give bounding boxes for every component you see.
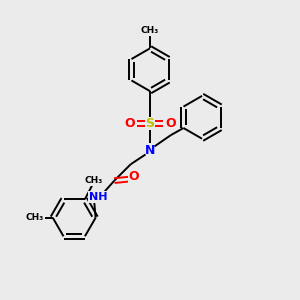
Text: NH: NH [89,192,107,202]
Text: CH₃: CH₃ [84,176,102,185]
Text: O: O [124,117,134,130]
Text: N: N [145,143,155,157]
Text: CH₃: CH₃ [141,26,159,35]
Text: S: S [146,117,154,130]
Text: O: O [166,117,176,130]
Text: O: O [128,170,139,183]
Text: CH₃: CH₃ [26,213,44,222]
